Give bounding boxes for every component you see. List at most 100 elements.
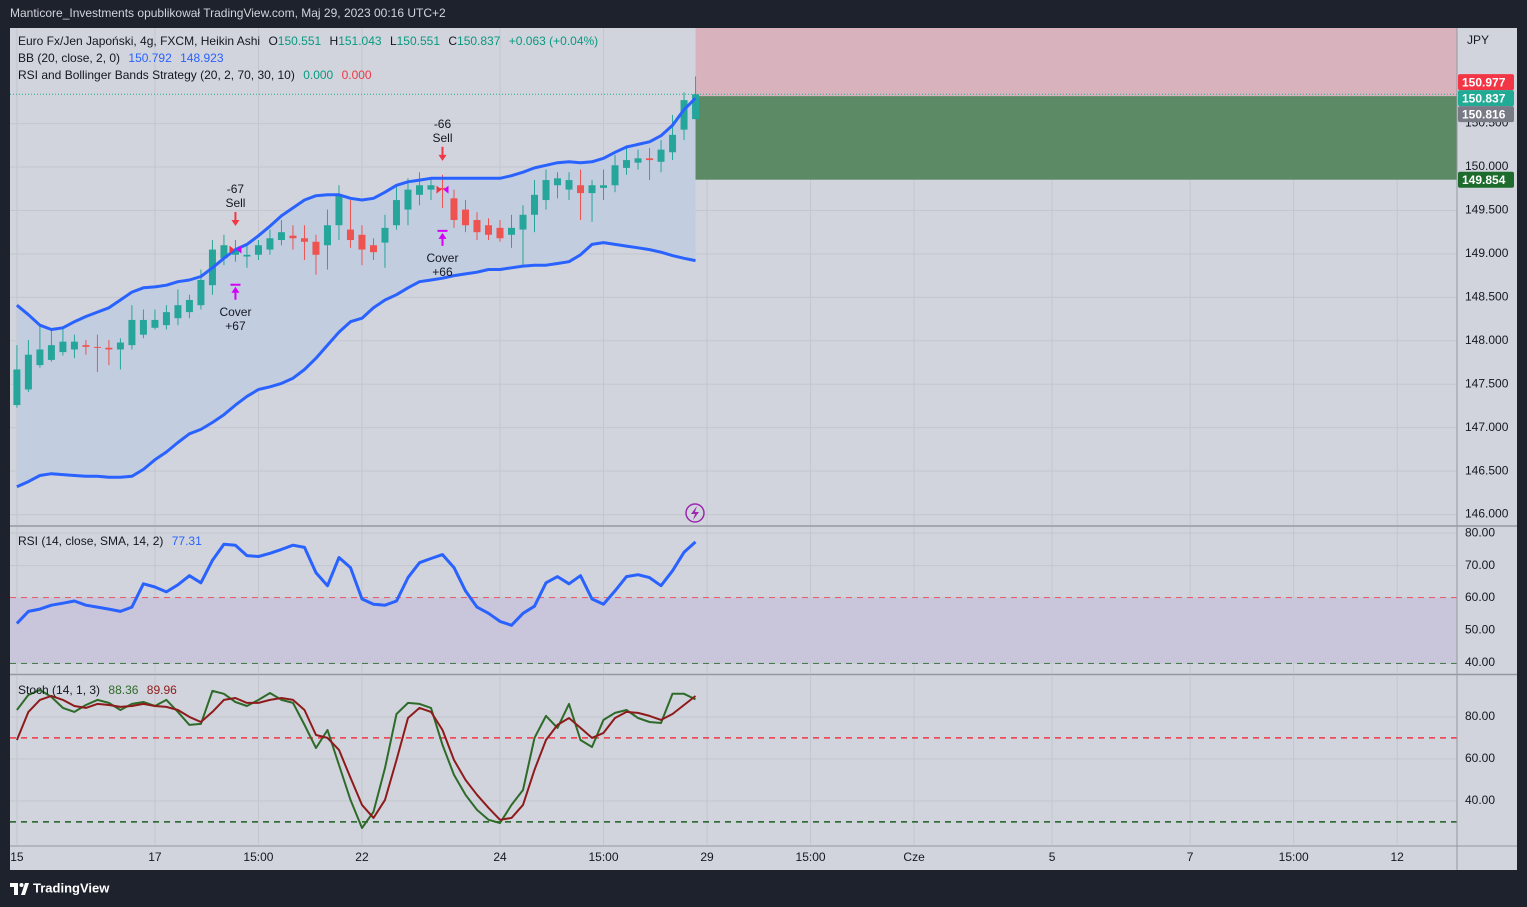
ohlc-value: 150.551 [277, 34, 322, 48]
signal-profit: +66 [432, 265, 453, 279]
candle-body [289, 235, 297, 239]
candle-body [461, 209, 469, 226]
signal-arrow-head [438, 232, 447, 239]
candle-body [404, 189, 412, 210]
rsi-value: 77.31 [171, 534, 202, 548]
candle-body [59, 341, 67, 353]
ohlc-label: O [268, 34, 278, 48]
stoch-legend: Stoch (14, 1, 3) 88.36 89.96 [18, 682, 182, 699]
candle-body [116, 342, 124, 350]
x-tick-label: Cze [903, 850, 925, 864]
candle-body [243, 254, 251, 257]
x-tick-label: 17 [148, 850, 162, 864]
candle-body [415, 185, 423, 195]
y-tick-label: 40.00 [1465, 793, 1495, 807]
candle-body [508, 227, 516, 235]
candle-body [519, 214, 527, 230]
candle-body [346, 229, 354, 241]
y-tick-label: 150.000 [1465, 159, 1509, 173]
stoch-title: Stoch (14, 1, 3) [18, 683, 101, 697]
candle-body [623, 160, 631, 168]
y-tick-label: 147.500 [1465, 376, 1509, 390]
candle-body [680, 100, 688, 130]
candle-body [496, 227, 504, 239]
signal-profit: -67 [227, 182, 245, 196]
candle-body [427, 185, 435, 190]
band-fill [10, 598, 1457, 663]
candle-body [13, 369, 21, 406]
candle-body [312, 241, 320, 255]
bb-legend: BB (20, close, 2, 0) 150.792 148.923 [18, 50, 229, 67]
bb-lower-value: 148.923 [180, 51, 224, 65]
candle-body [93, 346, 101, 348]
candle-body [646, 158, 654, 161]
y-tick-label: 149.500 [1465, 203, 1509, 217]
ohlc-value: 150.837 [457, 34, 501, 48]
candle-body [473, 220, 481, 233]
candle-body [542, 180, 550, 201]
x-tick-label: 5 [1049, 850, 1056, 864]
x-tick-label: 15:00 [243, 850, 273, 864]
signal-profit: +67 [225, 319, 246, 333]
main-legend: Euro Fx/Jen Japoński, 4g, FXCM, Heikin A… [18, 33, 603, 50]
bb-fill [16, 98, 696, 487]
candle-body [335, 194, 343, 226]
ohlc-label: H [329, 34, 339, 48]
x-tick-label: 22 [355, 850, 369, 864]
candle-body [692, 94, 700, 120]
ohlc-value: 150.551 [396, 34, 441, 48]
candle-body [611, 165, 619, 186]
signal-marker [443, 185, 449, 194]
candle-body [128, 319, 136, 346]
x-tick-label: 24 [493, 850, 507, 864]
candle-body [450, 198, 458, 221]
candle-body [565, 180, 573, 190]
footer-brand: TradingView [33, 880, 110, 895]
x-tick-label: 15:00 [1279, 850, 1309, 864]
signal-profit: -66 [434, 117, 452, 131]
change: +0.063 (+0.04%) [508, 34, 599, 48]
x-tick-label: 7 [1187, 850, 1194, 864]
candle-body [151, 319, 159, 328]
price-label-bg [1458, 90, 1514, 107]
candle-body [24, 354, 32, 390]
x-tick-label: 15 [10, 850, 24, 864]
bb-upper [15, 97, 697, 331]
currency: JPY [1467, 33, 1489, 47]
y-tick-label: 40.00 [1465, 655, 1495, 669]
strategy-name: RSI and Bollinger Bands Strategy (20, 2,… [18, 68, 295, 82]
candle-body [231, 249, 239, 255]
price-label: 150.816 [1462, 107, 1506, 121]
strategy-value: 0.000 [341, 68, 372, 82]
rsi-legend: RSI (14, close, SMA, 14, 2) 77.31 [18, 533, 207, 550]
y-tick-label: 50.00 [1465, 623, 1495, 637]
rsi-title: RSI (14, close, SMA, 14, 2) [18, 534, 164, 548]
candle-body [577, 185, 585, 194]
signal-text: Sell [225, 196, 245, 210]
signal-text: Cover [426, 251, 458, 265]
candle-body [162, 312, 170, 326]
candle-body [392, 200, 400, 226]
x-tick-label: 29 [700, 850, 714, 864]
candle-body [36, 349, 44, 366]
candle-body [669, 134, 677, 153]
candle-body [47, 345, 55, 360]
candle-body [323, 225, 331, 246]
candle-body [82, 345, 90, 347]
tradingview-logo [10, 883, 29, 895]
candle-body [554, 178, 562, 186]
x-tick-label: 15:00 [589, 850, 619, 864]
ohlc-value: 151.043 [338, 34, 382, 48]
candle-body [600, 185, 608, 188]
strategy-legend: RSI and Bollinger Bands Strategy (20, 2,… [18, 67, 377, 84]
bb-lower [16, 241, 696, 489]
signal-text: Cover [219, 305, 251, 319]
candle-body [197, 279, 205, 306]
candle-body [588, 185, 596, 194]
candle-body [531, 194, 539, 215]
symbol: Euro Fx/Jen Japoński, 4g, FXCM, Heikin A… [18, 34, 261, 48]
candle-body [438, 187, 446, 190]
lightning-icon [685, 503, 705, 523]
